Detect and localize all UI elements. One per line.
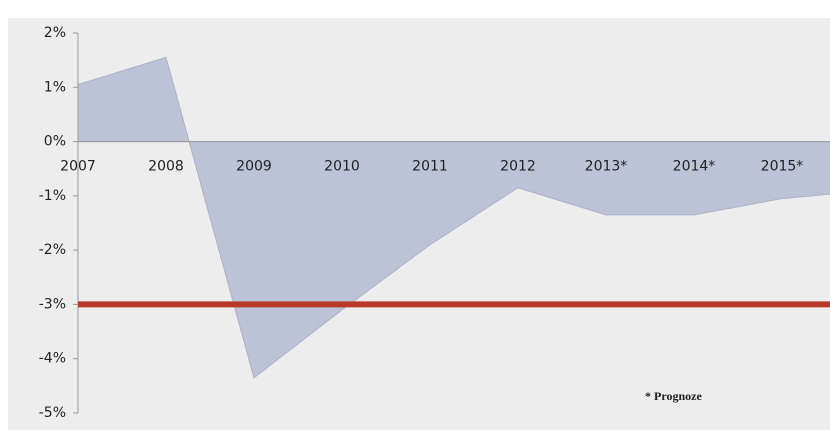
x-tick-label: 2008 (148, 159, 184, 175)
y-tick-label: -2% (39, 242, 66, 258)
x-tick-label: 2007 (60, 159, 96, 175)
annotation: * Prognoze (645, 389, 702, 403)
x-tick-label: 2015* (761, 159, 804, 175)
x-tick-label: 2014* (673, 159, 716, 175)
plot (77, 56, 830, 379)
y-tick-label: -1% (39, 188, 66, 204)
x-tick-label: 2011 (412, 159, 448, 175)
y-tick-label: 0% (44, 134, 66, 150)
y-tick-label: -5% (39, 405, 66, 421)
area (77, 56, 830, 379)
x-tick-label: 2012 (500, 159, 536, 175)
x-tick-label: 2010 (324, 159, 360, 175)
x-tick-label: 2009 (236, 159, 272, 175)
x-tick-label: 2013* (585, 159, 628, 175)
y-tick-label: 2% (44, 25, 66, 41)
y-tick-label: -3% (39, 296, 66, 312)
y-tick-label: 1% (44, 79, 66, 95)
y-tick-label: -4% (39, 351, 66, 367)
